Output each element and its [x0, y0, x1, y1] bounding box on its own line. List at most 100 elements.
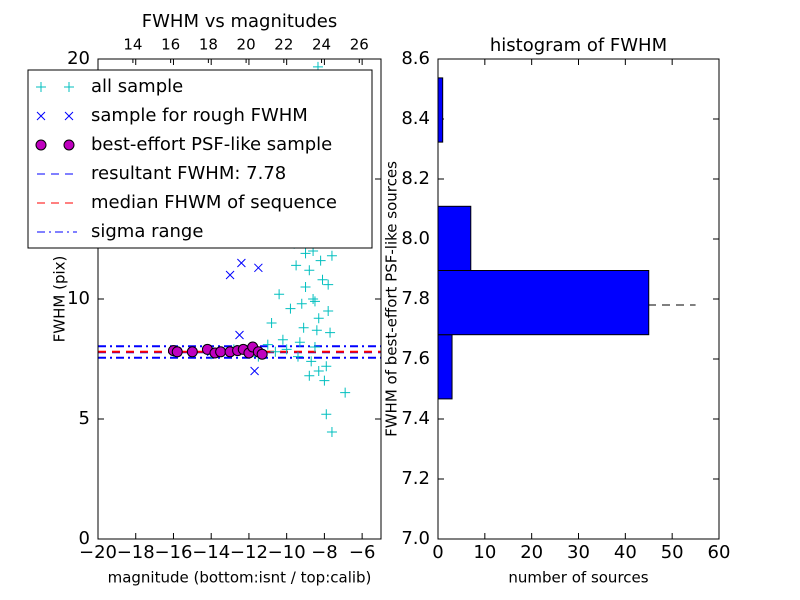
- x-tick-label: 10: [473, 542, 496, 563]
- marker: [321, 361, 332, 372]
- marker: [250, 366, 259, 376]
- x2-tick-label: 14: [123, 36, 142, 54]
- marker: [304, 370, 315, 381]
- x-tick-label: 50: [661, 542, 684, 563]
- marker: [262, 339, 273, 350]
- marker: [235, 330, 244, 340]
- x-tick-label: −6: [349, 542, 376, 563]
- marker: [36, 111, 46, 121]
- marker: [313, 313, 324, 324]
- y-tick-label: 8.6: [401, 48, 430, 69]
- marker: [64, 82, 74, 92]
- marker: [315, 255, 326, 266]
- marker: [225, 270, 235, 280]
- marker: [325, 327, 336, 338]
- y-tick-label: 7.6: [401, 348, 430, 369]
- marker: [270, 346, 281, 357]
- marker: [186, 346, 198, 358]
- marker: [63, 139, 75, 151]
- y-tick-label: 0: [79, 528, 90, 549]
- marker: [296, 298, 307, 309]
- y-tick-label: 20: [67, 48, 90, 69]
- marker: [323, 279, 334, 290]
- chart-title: FWHM vs magnitudes: [142, 11, 337, 32]
- x2-tick-label: 24: [312, 36, 331, 54]
- marker: [277, 334, 288, 345]
- marker: [274, 289, 285, 300]
- legend: [27, 69, 373, 249]
- x-tick-label: −10: [268, 542, 306, 563]
- y-tick-label: 5: [79, 408, 90, 429]
- x-tick-label: −8: [311, 542, 338, 563]
- marker: [294, 337, 305, 348]
- legend-label: median FHWM of sequence: [91, 192, 337, 213]
- x2-tick-label: 26: [350, 36, 369, 54]
- y-tick-label: 7.2: [401, 468, 430, 489]
- legend-label: best-effort PSF-like sample: [91, 134, 332, 155]
- y-tick-label: 7.4: [401, 408, 430, 429]
- x-tick-label: −16: [154, 542, 192, 563]
- y-tick-label: 8.4: [401, 108, 430, 129]
- marker: [237, 258, 246, 268]
- x2-tick-label: 18: [199, 36, 218, 54]
- marker: [281, 344, 292, 355]
- bar: [437, 334, 453, 400]
- marker: [340, 387, 351, 398]
- bar: [437, 205, 472, 271]
- marker: [326, 426, 337, 437]
- marker: [35, 139, 47, 151]
- x-tick-label: 20: [520, 542, 543, 563]
- marker: [309, 342, 320, 352]
- x-tick-label: 0: [432, 542, 443, 563]
- marker: [64, 111, 74, 121]
- legend-label: resultant FWHM: 7.78: [91, 163, 286, 184]
- plot-frame: [437, 58, 720, 540]
- marker: [171, 346, 183, 358]
- y-axis-label: FWHM of best-effort PSF-like sources: [383, 161, 401, 437]
- legend-label: sigma range: [91, 221, 203, 242]
- marker: [256, 348, 268, 360]
- x-axis-label: number of sources: [508, 569, 648, 587]
- marker: [323, 306, 334, 316]
- marker: [313, 366, 324, 376]
- x2-tick-label: 22: [274, 36, 293, 54]
- y-axis-label: FWHM (pix): [51, 256, 69, 343]
- y-tick-label: 7.8: [401, 288, 430, 309]
- marker: [317, 274, 328, 285]
- marker: [266, 318, 277, 328]
- marker: [319, 375, 330, 386]
- marker: [306, 356, 317, 367]
- x-tick-label: −20: [79, 542, 117, 563]
- y-tick-label: 8.2: [401, 168, 430, 189]
- bar: [437, 270, 650, 336]
- marker: [298, 322, 309, 333]
- y-tick-label: 7.0: [401, 528, 430, 549]
- x-tick-label: −18: [117, 542, 155, 563]
- marker: [36, 82, 46, 92]
- x-tick-label: −12: [230, 542, 268, 563]
- marker: [300, 282, 311, 292]
- marker: [254, 263, 263, 273]
- y-tick-label: 10: [67, 288, 90, 309]
- legend-label: all sample: [91, 76, 183, 97]
- x-tick-label: −14: [192, 542, 230, 563]
- chart-title: histogram of FWHM: [490, 35, 667, 56]
- y-tick-label: 8.0: [401, 228, 430, 249]
- marker: [215, 346, 227, 358]
- x-tick-label: 30: [567, 542, 590, 563]
- legend-label: sample for rough FWHM: [91, 105, 308, 126]
- plot-frame: [97, 58, 382, 540]
- bar: [437, 77, 444, 143]
- x-axis-label: magnitude (bottom:isnt / top:calib): [108, 569, 372, 587]
- x2-tick-label: 16: [161, 36, 180, 54]
- marker: [292, 351, 303, 362]
- x-tick-label: 40: [614, 542, 637, 563]
- marker: [304, 265, 315, 276]
- marker: [308, 294, 319, 304]
- marker: [291, 260, 302, 271]
- marker: [326, 250, 337, 261]
- x2-tick-label: 20: [237, 36, 256, 54]
- x-tick-label: 60: [708, 542, 731, 563]
- marker: [309, 296, 320, 307]
